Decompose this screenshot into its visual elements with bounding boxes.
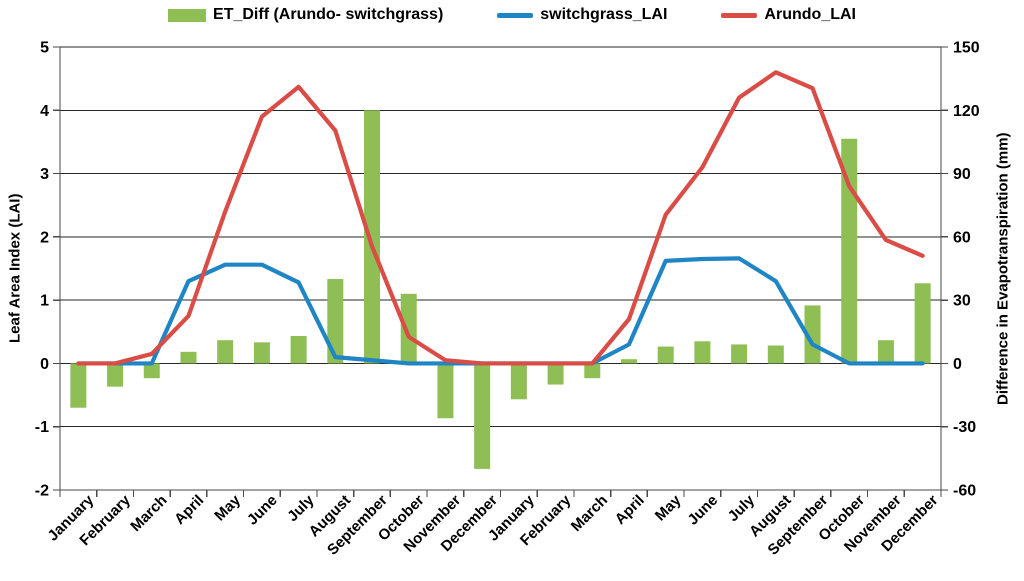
etdiff-bar	[547, 363, 564, 385]
legend-label-switchgrass: switchgrass_LAI	[540, 6, 668, 23]
x-axis-label: March	[568, 492, 611, 535]
left-axis-tick-label: 2	[40, 229, 49, 246]
left-axis-tick-label: 1	[40, 293, 49, 310]
etdiff-bar	[804, 305, 821, 364]
left-axis-tick-label: -1	[35, 419, 49, 436]
x-axis-label: March	[127, 492, 170, 535]
legend: ET_Diff (Arundo- switchgrass) switchgras…	[0, 3, 1024, 27]
etdiff-bar	[107, 363, 124, 387]
left-axis-tick-label: 5	[40, 40, 49, 57]
x-axis-label: June	[244, 492, 281, 529]
switchgrass-line-swatch-icon	[497, 12, 534, 18]
x-axis-label: May	[211, 491, 244, 524]
arundo-lai-line	[76, 70, 925, 366]
etdiff-bar	[510, 363, 527, 400]
right-axis-tick-label: 90	[953, 166, 971, 183]
legend-item-arundo: Arundo_LAI	[721, 6, 856, 24]
etdiff-bar	[877, 340, 894, 364]
x-axis-label: April	[612, 492, 648, 528]
left-axis-tick-label: -2	[35, 483, 49, 500]
etdiff-bar	[437, 363, 454, 419]
etdiff-bar	[180, 351, 197, 364]
etdiff-bar	[767, 345, 784, 364]
legend-item-etdiff: ET_Diff (Arundo- switchgrass)	[168, 6, 443, 24]
left-axis-tick-label: 0	[40, 356, 49, 373]
etdiff-bar	[584, 363, 601, 379]
etdiff-bar	[657, 346, 674, 364]
etdiff-bar	[400, 293, 417, 364]
x-axis-label: May	[652, 491, 685, 524]
x-axis-label: April	[171, 492, 207, 528]
etdiff-bar	[474, 363, 491, 469]
etdiff-bar	[253, 342, 270, 364]
x-axis-label: June	[684, 492, 721, 529]
right-axis-tick-label: 120	[953, 103, 980, 120]
right-axis-tick-label: -60	[953, 483, 976, 500]
etdiff-bar	[70, 363, 87, 408]
legend-label-arundo: Arundo_LAI	[764, 6, 856, 23]
etdiff-bar	[327, 279, 344, 364]
right-axis-tick-label: 60	[953, 229, 971, 246]
right-axis-tick-label: 0	[953, 356, 962, 373]
etdiff-swatch-icon	[168, 8, 207, 22]
etdiff-bar	[143, 363, 160, 379]
right-axis-title: Difference in Evapotranspiration (mm)	[994, 132, 1012, 405]
legend-label-etdiff: ET_Diff (Arundo- switchgrass)	[213, 6, 444, 23]
etdiff-bar	[914, 283, 931, 364]
legend-item-switchgrass: switchgrass_LAI	[497, 6, 667, 24]
etdiff-bar	[694, 341, 711, 364]
arundo-line-swatch-icon	[721, 12, 758, 18]
etdiff-bar	[217, 340, 234, 364]
etdiff-bar	[364, 110, 381, 364]
left-axis-title: Leaf Area Index (LAI)	[6, 193, 24, 344]
etdiff-bar	[290, 336, 307, 364]
etdiff-bar	[731, 344, 748, 364]
left-axis-tick-label: 4	[40, 103, 49, 120]
left-axis-tick-label: 3	[40, 166, 49, 183]
right-axis-tick-label: 30	[953, 293, 971, 310]
right-axis-tick-label: -30	[953, 419, 976, 436]
etdiff-bar	[620, 359, 637, 364]
right-axis-tick-label: 150	[953, 40, 980, 57]
